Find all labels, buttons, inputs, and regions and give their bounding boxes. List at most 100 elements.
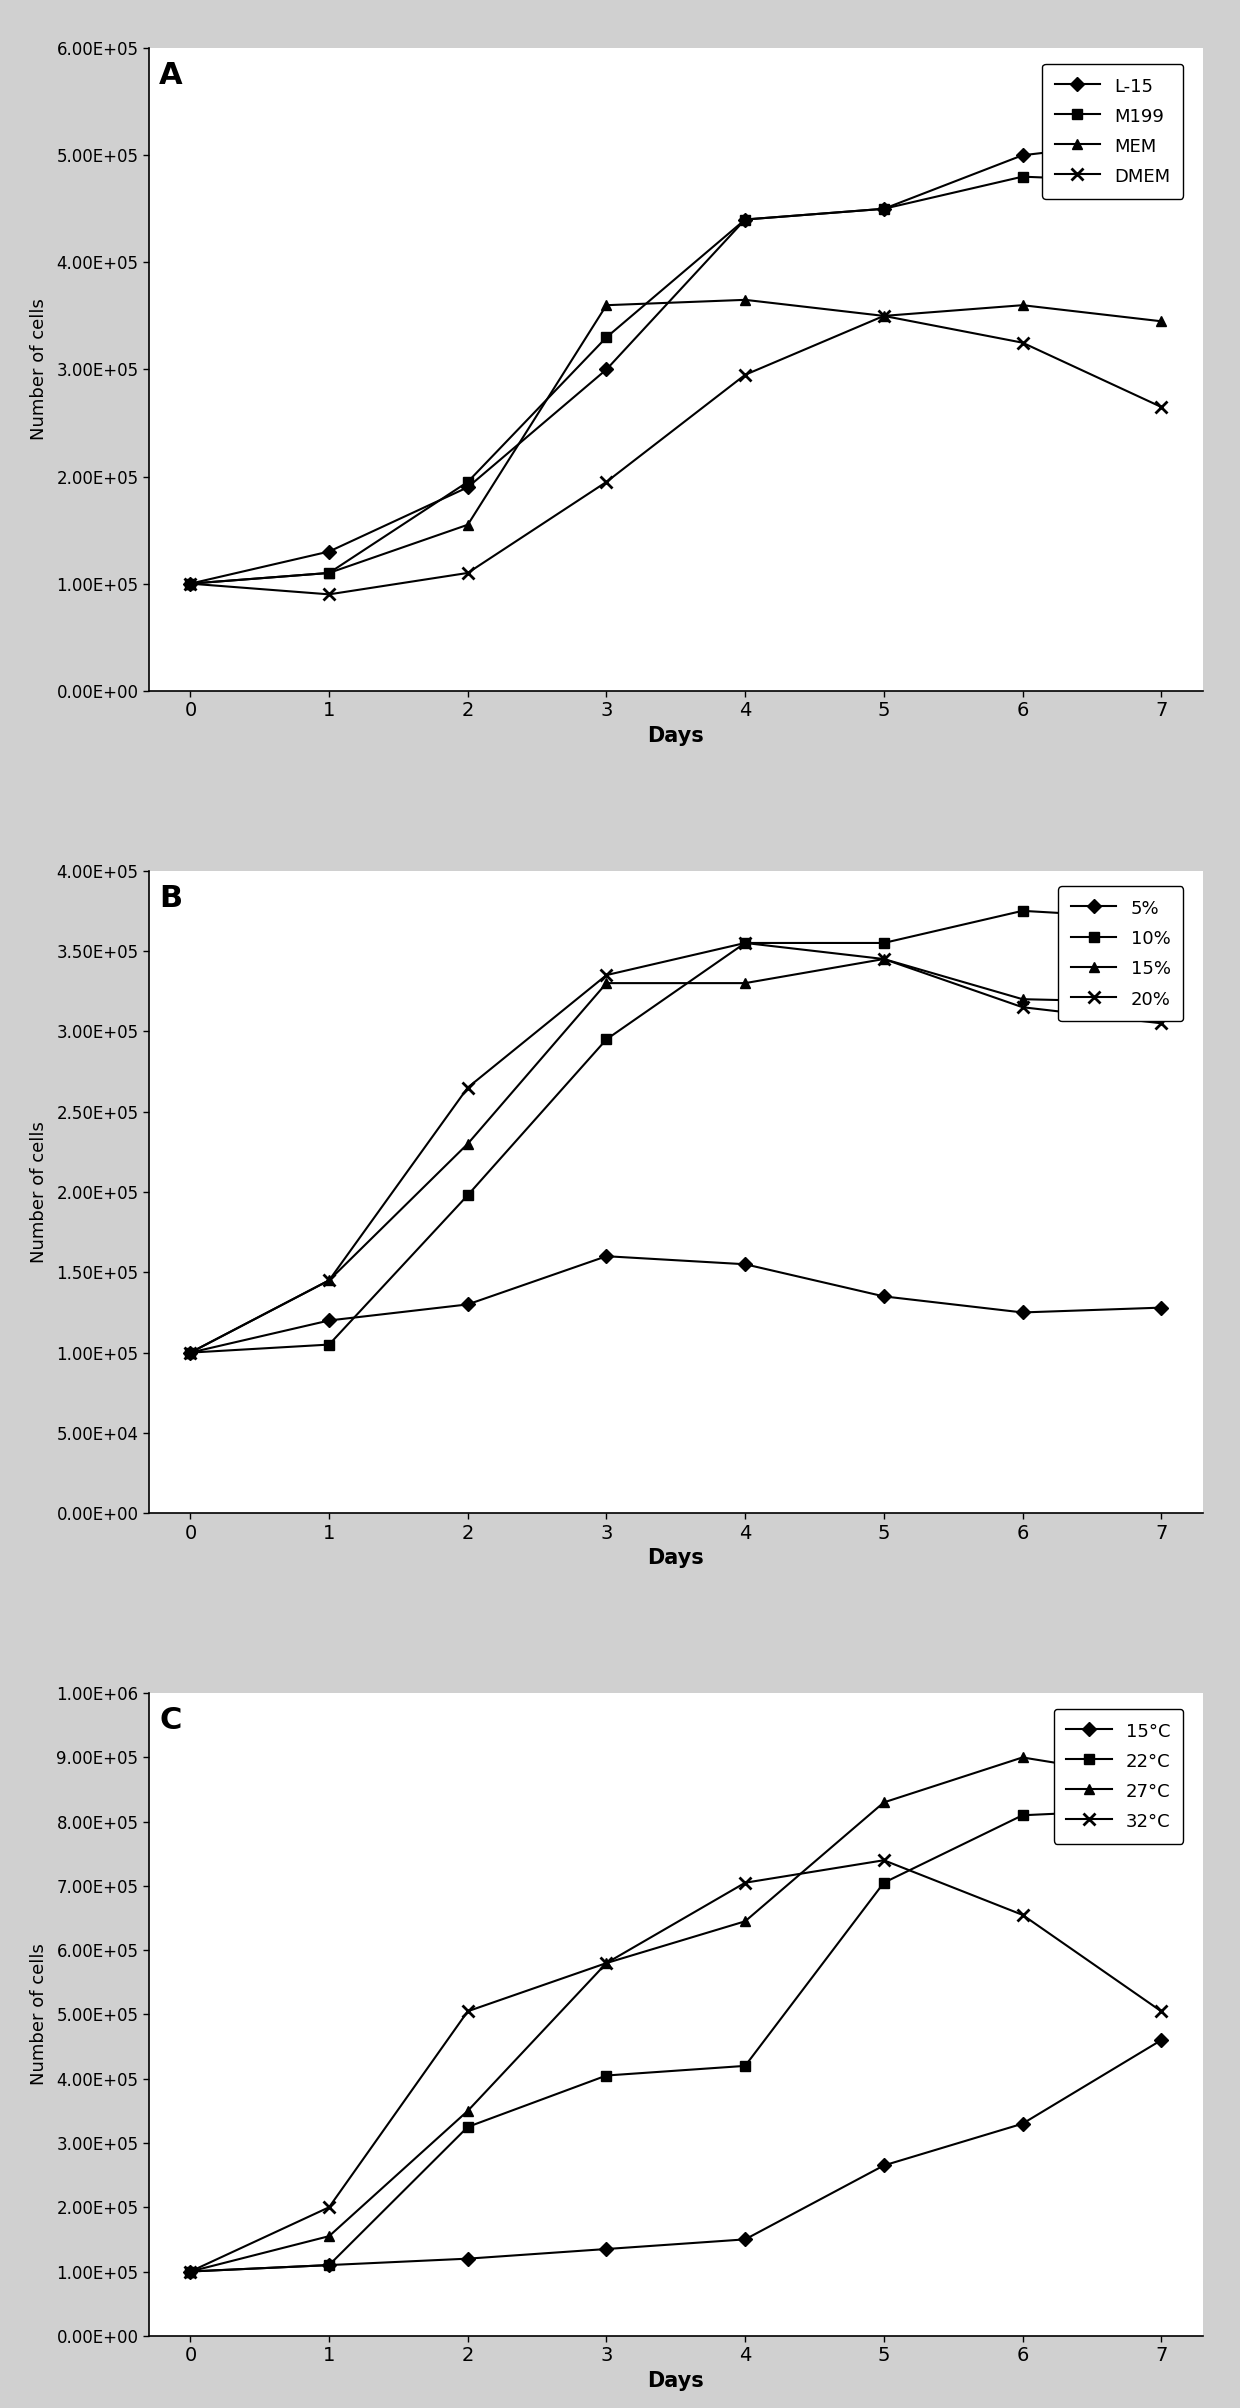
5% [1016, 1298, 1030, 1327]
Line: 10%: 10% [186, 905, 1166, 1358]
22°C [184, 2256, 198, 2285]
DMEM [599, 467, 614, 496]
L-15 [321, 537, 336, 566]
10% [1016, 896, 1030, 925]
27°C [460, 2097, 475, 2126]
Legend: 5%, 10%, 15%, 20%: 5%, 10%, 15%, 20% [1059, 886, 1183, 1021]
20% [877, 944, 892, 973]
15°C [599, 2235, 614, 2264]
10% [1153, 905, 1168, 934]
27°C [184, 2256, 198, 2285]
32°C [1153, 1996, 1168, 2025]
22°C [460, 2112, 475, 2141]
Text: B: B [159, 884, 182, 913]
Text: C: C [159, 1705, 182, 1736]
Y-axis label: Number of cells: Number of cells [30, 1122, 48, 1262]
L-15 [877, 195, 892, 224]
5% [184, 1339, 198, 1368]
27°C [599, 1948, 614, 1977]
L-15 [1016, 140, 1030, 169]
M199 [1153, 169, 1168, 197]
27°C [1153, 1765, 1168, 1794]
10% [877, 929, 892, 958]
15% [738, 968, 753, 997]
15°C [184, 2256, 198, 2285]
20% [599, 961, 614, 990]
M199 [321, 559, 336, 588]
27°C [877, 1789, 892, 1818]
Y-axis label: Number of cells: Number of cells [30, 299, 48, 441]
32°C [1016, 1900, 1030, 1929]
10% [599, 1026, 614, 1055]
27°C [738, 1907, 753, 1936]
DMEM [184, 568, 198, 597]
DMEM [460, 559, 475, 588]
Line: M199: M199 [186, 171, 1166, 588]
32°C [321, 2194, 336, 2223]
15°C [877, 2150, 892, 2179]
L-15 [738, 205, 753, 234]
32°C [738, 1869, 753, 1898]
15°C [738, 2225, 753, 2254]
Legend: 15°C, 22°C, 27°C, 32°C: 15°C, 22°C, 27°C, 32°C [1054, 1710, 1183, 1845]
5% [599, 1243, 614, 1271]
Line: DMEM: DMEM [185, 311, 1167, 600]
32°C [460, 1996, 475, 2025]
DMEM [321, 580, 336, 609]
Line: 5%: 5% [186, 1252, 1166, 1358]
20% [738, 929, 753, 958]
MEM [460, 510, 475, 539]
MEM [877, 301, 892, 330]
DMEM [877, 301, 892, 330]
5% [460, 1291, 475, 1320]
5% [1153, 1293, 1168, 1322]
15% [599, 968, 614, 997]
20% [321, 1267, 336, 1296]
L-15 [460, 472, 475, 501]
5% [877, 1281, 892, 1310]
15% [321, 1267, 336, 1296]
27°C [321, 2223, 336, 2251]
X-axis label: Days: Days [647, 725, 704, 746]
Text: A: A [159, 60, 184, 89]
15°C [460, 2244, 475, 2273]
MEM [738, 287, 753, 315]
X-axis label: Days: Days [647, 2372, 704, 2391]
10% [321, 1329, 336, 1358]
22°C [738, 2052, 753, 2081]
22°C [1153, 1794, 1168, 1823]
MEM [321, 559, 336, 588]
20% [460, 1074, 475, 1103]
15% [877, 944, 892, 973]
15°C [1016, 2109, 1030, 2138]
M199 [599, 323, 614, 352]
Line: L-15: L-15 [186, 135, 1166, 588]
MEM [599, 291, 614, 320]
X-axis label: Days: Days [647, 1548, 704, 1568]
L-15 [1153, 125, 1168, 154]
Line: 32°C: 32°C [185, 1854, 1167, 2278]
Line: 20%: 20% [185, 937, 1167, 1358]
M199 [738, 205, 753, 234]
32°C [184, 2256, 198, 2285]
Line: 15°C: 15°C [186, 2035, 1166, 2276]
MEM [1153, 306, 1168, 335]
15% [184, 1339, 198, 1368]
10% [738, 929, 753, 958]
22°C [877, 1869, 892, 1898]
L-15 [599, 354, 614, 383]
20% [1153, 1009, 1168, 1038]
10% [184, 1339, 198, 1368]
DMEM [1153, 393, 1168, 421]
22°C [321, 2251, 336, 2280]
M199 [460, 467, 475, 496]
L-15 [184, 568, 198, 597]
M199 [1016, 161, 1030, 190]
Line: 27°C: 27°C [186, 1753, 1166, 2276]
27°C [1016, 1743, 1030, 1772]
20% [1016, 992, 1030, 1021]
M199 [877, 195, 892, 224]
5% [738, 1250, 753, 1279]
5% [321, 1305, 336, 1334]
Legend: L-15, M199, MEM, DMEM: L-15, M199, MEM, DMEM [1043, 63, 1183, 200]
